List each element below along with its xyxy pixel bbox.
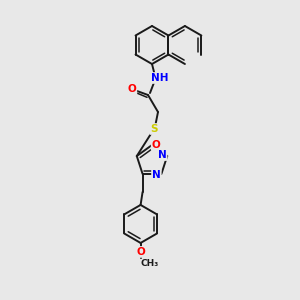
Text: N: N (158, 150, 167, 160)
Text: S: S (150, 124, 158, 134)
Text: N: N (152, 170, 161, 180)
Text: O: O (152, 140, 160, 150)
Text: O: O (128, 84, 136, 94)
Text: O: O (136, 247, 145, 257)
Text: CH₃: CH₃ (140, 260, 159, 268)
Text: NH: NH (151, 73, 169, 83)
